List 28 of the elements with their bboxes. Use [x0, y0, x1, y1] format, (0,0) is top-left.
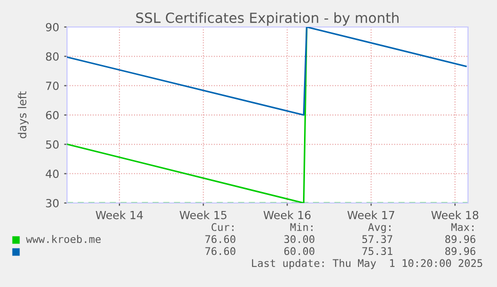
y-tick-label: 30	[46, 198, 59, 208]
x-tick-label: Week 15	[180, 210, 226, 220]
text: Min:	[290, 222, 312, 231]
text: Max:	[451, 223, 474, 232]
text: 76.60	[205, 235, 236, 244]
text: 60.00	[284, 247, 314, 256]
text: 57.37	[362, 235, 392, 244]
text: 89.96	[445, 247, 476, 256]
x-tick-label: Week 18	[431, 210, 478, 220]
text: 76.60	[205, 247, 236, 256]
y-tick-label: 50	[46, 140, 59, 149]
text: 30.00	[284, 235, 314, 244]
legend-label: www.kroeb.me	[26, 234, 101, 244]
y-axis-title: days left	[18, 91, 29, 138]
y-tick-label: 80	[46, 52, 59, 61]
x-tick-label: Week 17	[347, 210, 394, 220]
y-tick-label: 90	[46, 22, 59, 32]
y-tick-label: 70	[46, 82, 59, 90]
text: 89.96	[445, 235, 476, 244]
text: Avg:	[368, 223, 390, 234]
y-tick-label: 40	[46, 170, 59, 178]
y-tick-label: 60	[46, 110, 59, 120]
text: Last update: Thu May 1 10:20:00 2025	[252, 258, 482, 270]
x-tick-label: Week 14	[96, 210, 143, 220]
x-tick-label: Week 16	[264, 210, 311, 220]
text: 75.31	[362, 247, 392, 256]
chart-title: SSL Certificates Expiration - by month	[136, 12, 399, 26]
text: Cur:	[212, 223, 234, 232]
